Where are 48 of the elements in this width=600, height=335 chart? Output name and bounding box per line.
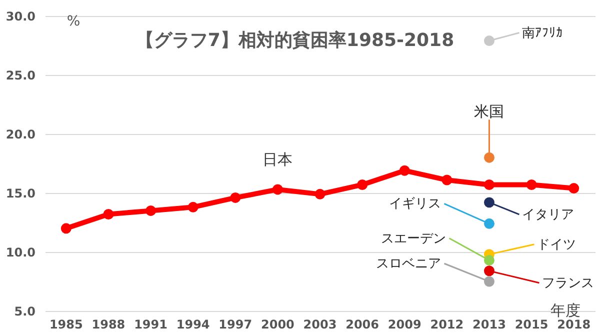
point	[230, 192, 241, 203]
text: 【グラフ7】相対的貧困率1985-2018	[136, 30, 454, 51]
point	[442, 174, 452, 186]
y-tick-label: 10.0	[6, 246, 36, 260]
x-tick-label: 1988	[92, 318, 126, 332]
point	[526, 180, 537, 190]
point	[484, 180, 494, 190]
x-tick-label: 1985	[49, 318, 83, 332]
y-tick-label: 5.0	[14, 304, 36, 318]
point	[484, 266, 494, 276]
legend-label: イタリア	[522, 207, 574, 222]
x-tick-label: 2012	[430, 318, 464, 332]
point	[103, 209, 114, 220]
x-tick-label: 2006	[346, 318, 380, 332]
x-tick-label: 1991	[134, 318, 168, 332]
x-tick-label: 1994	[176, 318, 210, 332]
point	[399, 165, 410, 176]
point	[484, 36, 494, 46]
x-tick-label: 2015	[514, 318, 548, 332]
point	[146, 205, 156, 216]
text: イギリス	[389, 196, 442, 212]
point	[314, 188, 326, 200]
point	[568, 183, 580, 194]
point	[272, 184, 283, 195]
legend-label: 南ｱﾌﾘｶ	[522, 26, 564, 41]
x-tick-label: 1997	[218, 318, 252, 332]
y-tick-label: 20.0	[6, 128, 36, 142]
y-tick-label: 15.0	[6, 186, 36, 200]
point	[357, 180, 368, 190]
y-axis-title: %	[66, 14, 80, 30]
legend-label: ドイツ	[537, 237, 576, 252]
text: スロベニア	[376, 256, 442, 272]
legend-label: フランス	[542, 276, 594, 291]
x-axis-title: 年度	[550, 302, 580, 320]
point	[484, 152, 494, 163]
x-tick-label: 2013	[472, 318, 506, 332]
text: スエーデン	[381, 231, 446, 246]
y-tick-label: 25.0	[6, 68, 36, 82]
point	[484, 255, 494, 266]
point	[60, 223, 72, 234]
x-tick-label: 2000	[260, 318, 294, 332]
text: 米国	[474, 102, 504, 121]
x-tick-label: 2018	[557, 318, 591, 332]
point	[188, 202, 198, 212]
series-label: 日本	[262, 150, 293, 168]
x-tick-label: 2003	[303, 318, 337, 332]
y-tick-label: 30.0	[6, 10, 36, 24]
x-tick-label: 2009	[388, 318, 422, 332]
